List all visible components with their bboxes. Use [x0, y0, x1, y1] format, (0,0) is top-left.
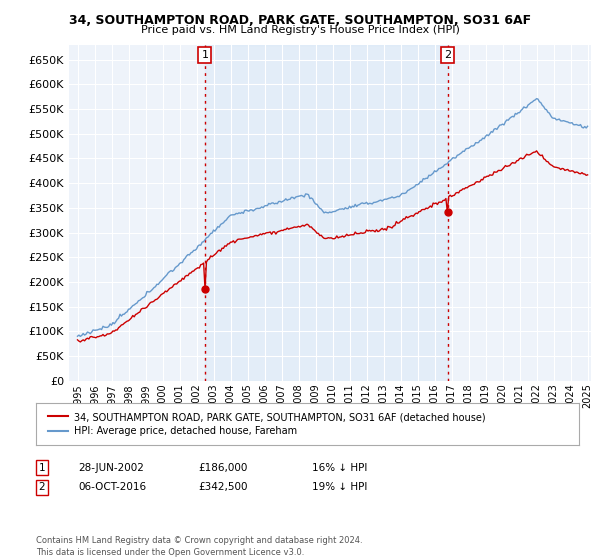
- Text: 16% ↓ HPI: 16% ↓ HPI: [312, 463, 367, 473]
- Text: 34, SOUTHAMPTON ROAD, PARK GATE, SOUTHAMPTON, SO31 6AF: 34, SOUTHAMPTON ROAD, PARK GATE, SOUTHAM…: [69, 14, 531, 27]
- Text: 06-OCT-2016: 06-OCT-2016: [78, 482, 146, 492]
- Text: 2: 2: [444, 50, 451, 60]
- Legend: 34, SOUTHAMPTON ROAD, PARK GATE, SOUTHAMPTON, SO31 6AF (detached house), HPI: Av: 34, SOUTHAMPTON ROAD, PARK GATE, SOUTHAM…: [44, 407, 490, 441]
- Text: 19% ↓ HPI: 19% ↓ HPI: [312, 482, 367, 492]
- Text: 2: 2: [38, 482, 46, 492]
- Text: 1: 1: [38, 463, 46, 473]
- Text: £342,500: £342,500: [198, 482, 248, 492]
- Text: £186,000: £186,000: [198, 463, 247, 473]
- Text: 1: 1: [202, 50, 208, 60]
- Text: Contains HM Land Registry data © Crown copyright and database right 2024.
This d: Contains HM Land Registry data © Crown c…: [36, 536, 362, 557]
- Text: Price paid vs. HM Land Registry's House Price Index (HPI): Price paid vs. HM Land Registry's House …: [140, 25, 460, 35]
- Bar: [205, 45, 448, 381]
- Text: 28-JUN-2002: 28-JUN-2002: [78, 463, 144, 473]
